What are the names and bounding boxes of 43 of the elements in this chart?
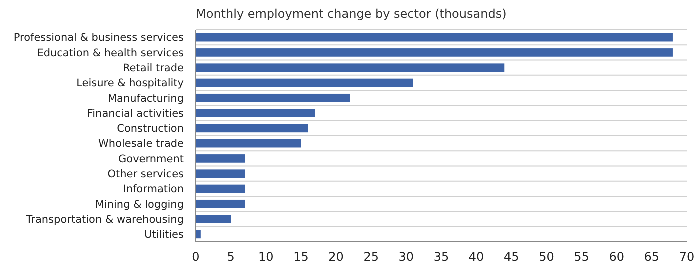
bar	[196, 94, 350, 102]
x-tick-label: 20	[328, 250, 344, 264]
y-tick-label: Transportation & warehousing	[25, 214, 184, 226]
bar	[196, 33, 673, 42]
y-tick-label: Financial activities	[87, 108, 184, 120]
bar	[196, 184, 246, 194]
y-tick-label: Education & health services	[37, 47, 184, 60]
bar	[196, 170, 246, 178]
bar	[196, 200, 246, 208]
y-tick-label: Information	[123, 184, 184, 196]
chart-title: Monthly employment change by sector (thousands)	[196, 7, 507, 21]
bar	[196, 124, 308, 133]
x-tick-label: 45	[504, 250, 520, 264]
y-tick-label: Professional & business services	[14, 32, 184, 44]
bar	[196, 139, 302, 148]
x-tick-label: 25	[364, 250, 379, 264]
x-tick-label: 55	[574, 250, 590, 264]
x-tick-label: 30	[398, 250, 414, 264]
y-tick-label: Leisure & hospitality	[76, 78, 184, 90]
y-tick-label: Utilities	[144, 229, 184, 242]
x-tick-label: 5	[227, 250, 235, 264]
y-tick-label: Wholesale trade	[98, 138, 184, 150]
y-tick-label: Government	[118, 153, 184, 166]
x-tick-label: 40	[468, 250, 484, 264]
bar	[196, 154, 246, 163]
x-tick-label: 65	[644, 250, 660, 264]
x-tick-label: 0	[192, 250, 200, 264]
y-tick-label: Construction	[117, 123, 184, 136]
x-tick-label: 35	[434, 250, 450, 264]
y-tick-label: Manufacturing	[108, 92, 184, 105]
bar	[196, 109, 316, 118]
x-tick-label: 15	[294, 250, 309, 264]
bar	[196, 64, 505, 72]
y-tick-label: Mining & logging	[95, 198, 184, 211]
x-tick-label: 10	[258, 250, 274, 264]
y-tick-label: Other services	[108, 168, 184, 181]
y-tick-label: Retail trade	[122, 62, 184, 75]
x-tick-label: 50	[539, 250, 554, 264]
bar	[196, 48, 673, 57]
x-tick-label: 60	[609, 250, 624, 264]
x-tick-label: 70	[679, 250, 695, 264]
bar	[196, 78, 414, 88]
bar	[196, 215, 232, 224]
